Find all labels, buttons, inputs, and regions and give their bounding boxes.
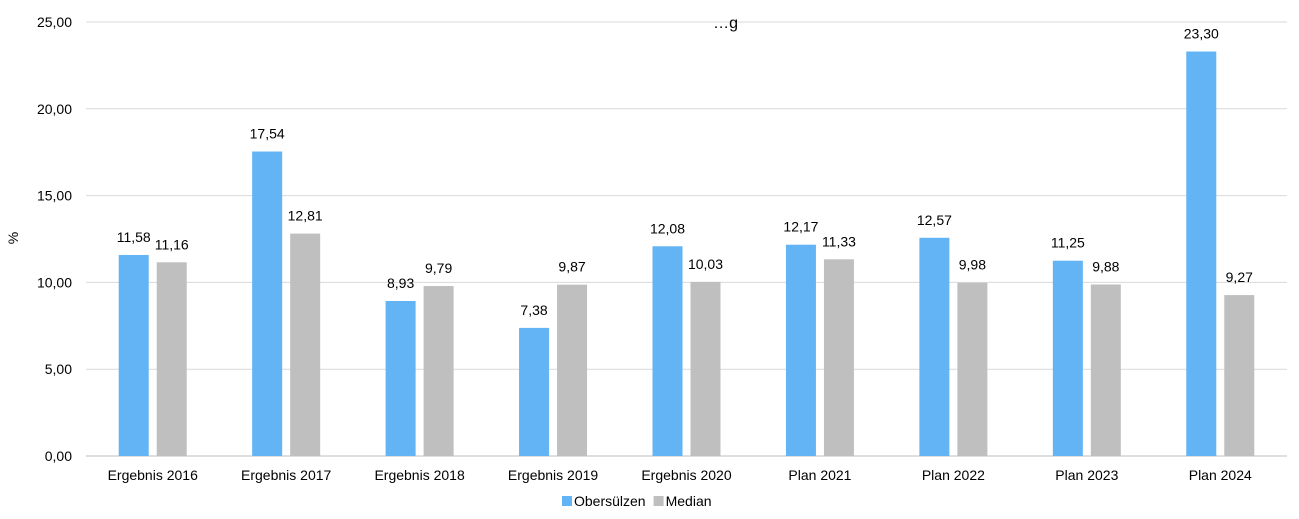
bar-series2 xyxy=(957,282,988,456)
axes: 0,00 5,00 10,00 15,00 20,00 25,00 Ergebnis 201… xyxy=(37,14,1252,483)
data-label: 7,38 xyxy=(520,302,547,318)
legend-swatch xyxy=(562,496,572,506)
x-tick-label: Ergebnis 2017 xyxy=(241,467,332,483)
data-labels: 11,58 11,16 17,54 12,81 8,93 9,79 7,38 9,87 12,0… xyxy=(117,26,1253,318)
y-tick-label: 5,00 xyxy=(45,361,72,377)
bar-series1 xyxy=(1186,51,1217,457)
bar-series1 xyxy=(652,246,683,456)
data-label: 10,03 xyxy=(688,256,723,272)
bar-series2 xyxy=(1090,284,1121,456)
bar-series1 xyxy=(118,254,149,456)
legend: Obersülzen Median xyxy=(562,493,712,509)
y-tick-label: 0,00 xyxy=(45,448,72,464)
data-label: 12,08 xyxy=(650,220,685,236)
data-label: 9,27 xyxy=(1226,269,1253,285)
bar-series1 xyxy=(1052,260,1083,456)
data-label: 11,58 xyxy=(117,229,151,245)
x-tick-label: Ergebnis 2019 xyxy=(508,467,599,483)
y-tick-label: 15,00 xyxy=(37,188,72,204)
y-axis-label: % xyxy=(5,232,21,244)
x-tick-label: Plan 2023 xyxy=(1055,467,1118,483)
x-tick-label: Plan 2021 xyxy=(788,467,851,483)
bar-series2 xyxy=(423,286,454,456)
data-label: 11,33 xyxy=(822,233,856,249)
bar-series1 xyxy=(919,237,950,456)
data-label: 17,54 xyxy=(250,126,285,142)
x-tick-label: Ergebnis 2020 xyxy=(641,467,732,483)
bars xyxy=(118,51,1255,457)
gridlines xyxy=(86,21,1287,457)
y-tick-label: 10,00 xyxy=(37,274,72,290)
data-label: 9,98 xyxy=(959,257,986,273)
legend-label: Obersülzen xyxy=(574,493,646,509)
data-label: 8,93 xyxy=(387,275,414,291)
data-label: 9,87 xyxy=(558,259,585,275)
bar-series1 xyxy=(252,151,283,456)
bar-series2 xyxy=(690,281,721,456)
legend-swatch xyxy=(653,496,664,506)
x-tick-label: Plan 2022 xyxy=(922,467,985,483)
bar-series2 xyxy=(1224,295,1255,456)
bar-series1 xyxy=(385,300,416,456)
y-tick-label: 25,00 xyxy=(37,14,72,30)
legend-label: Median xyxy=(666,493,712,509)
data-label: 9,79 xyxy=(425,260,452,276)
y-tick-label: 20,00 xyxy=(37,101,72,117)
data-label: 23,30 xyxy=(1184,26,1219,42)
data-label: 12,81 xyxy=(288,208,323,224)
data-label: 12,57 xyxy=(917,212,952,228)
data-label: 12,17 xyxy=(783,219,818,235)
bar-series2 xyxy=(156,262,187,456)
data-label: 9,88 xyxy=(1092,258,1119,274)
bar-series2 xyxy=(557,284,588,456)
chart-title: …g xyxy=(713,15,738,32)
bar-series1 xyxy=(785,244,816,456)
bar-series2 xyxy=(290,233,321,456)
x-tick-label: Ergebnis 2016 xyxy=(108,467,199,483)
x-tick-label: Ergebnis 2018 xyxy=(374,467,465,483)
x-tick-label: Plan 2024 xyxy=(1189,467,1252,483)
data-label: 11,16 xyxy=(155,236,189,252)
bar-series1 xyxy=(519,327,550,456)
data-label: 11,25 xyxy=(1051,235,1085,251)
bar-series2 xyxy=(823,259,854,456)
